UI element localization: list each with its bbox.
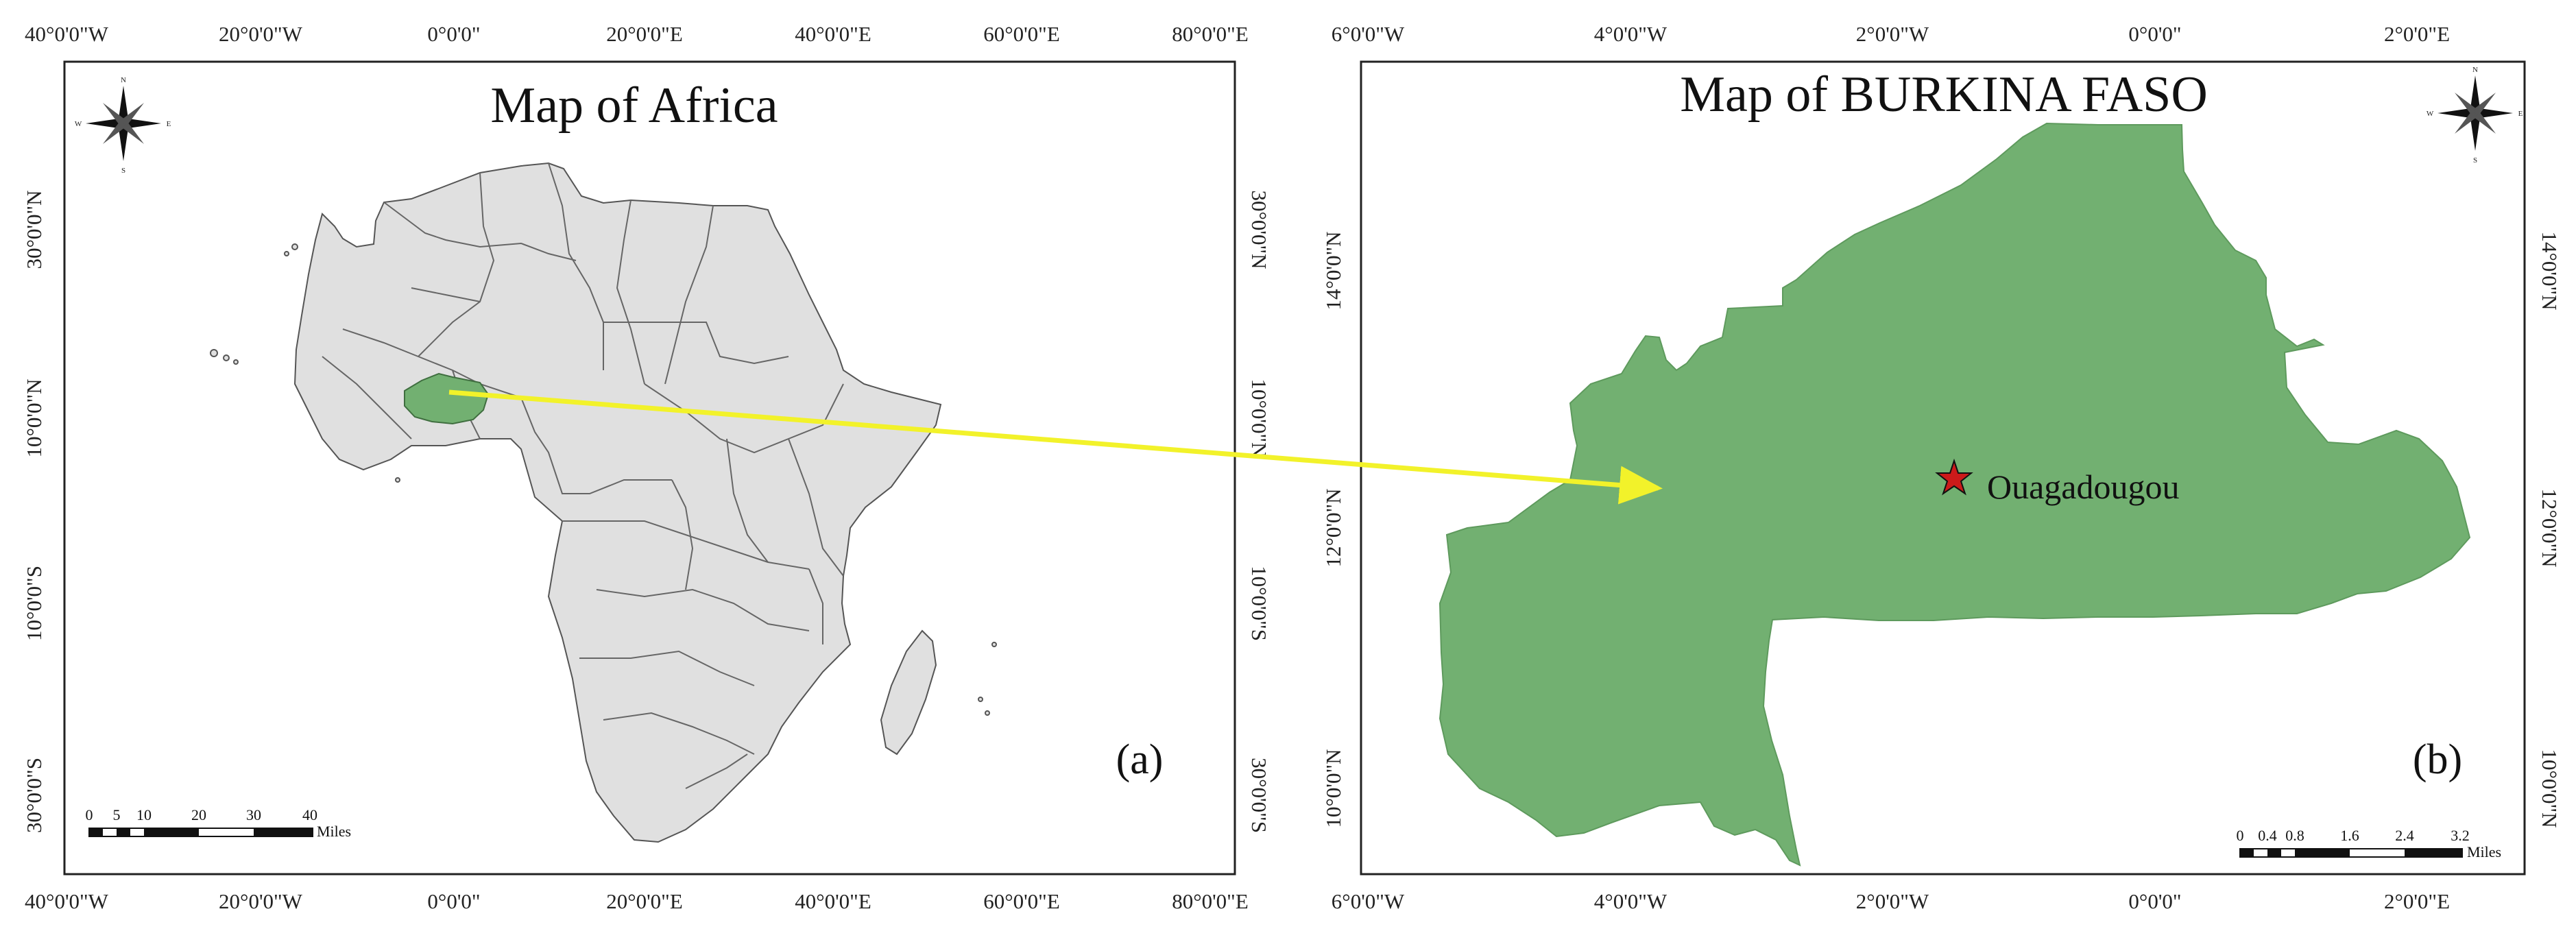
- burkina-ytick-left-0: 14°0'0"N: [1321, 231, 1345, 310]
- africa-xtick-top-1: 20°0'0"W: [219, 22, 303, 46]
- madagascar: [880, 629, 937, 756]
- burkina-ytick-right-0: 14°0'0"N: [2538, 231, 2562, 310]
- burkina-scale-bar: 0 0.4 0.8 1.6 2.4 3.2 Miles: [2237, 827, 2502, 860]
- islands: [210, 243, 997, 716]
- burkina-sb-tick-1: 0.4: [2258, 827, 2277, 844]
- burkina-sb-tick-5: 3.2: [2451, 827, 2470, 844]
- burkina-xtick-bottom-2: 2°0'0"W: [1856, 889, 1929, 913]
- africa-xtick-bottom-5: 60°0'0"E: [983, 889, 1060, 913]
- burkina-right-ticks: 14°0'0"N 12°0'0"N 10°0'0"N: [2538, 231, 2562, 828]
- burkina-xtick-top-0: 6°0'0"W: [1332, 22, 1405, 46]
- africa-xtick-top-5: 60°0'0"E: [983, 22, 1060, 46]
- burkina-sb-tick-3: 1.6: [2340, 827, 2359, 844]
- burkina-panel: 6°0'0"W 4°0'0"W 2°0'0"W 0°0'0" 2°0'0"E 6…: [1321, 22, 2562, 913]
- africa-xtick-top-6: 80°0'0"E: [1172, 22, 1249, 46]
- burkina-bottom-ticks: 6°0'0"W 4°0'0"W 2°0'0"W 0°0'0" 2°0'0"E: [1332, 889, 2450, 913]
- africa-borders: [322, 162, 844, 789]
- africa-xtick-top-3: 20°0'0"E: [606, 22, 683, 46]
- africa-scale-bar: 0 5 10 20 30 40 Miles: [86, 806, 352, 840]
- africa-sb-unit: Miles: [317, 823, 351, 840]
- africa-ytick-right-2: 10°0'0"S: [1247, 566, 1271, 641]
- ouagadougou-label: Ouagadougou: [1987, 468, 2180, 506]
- africa-ytick-right-3: 30°0'0"S: [1247, 758, 1271, 833]
- africa-ytick-left-1: 10°0'0"N: [22, 378, 46, 457]
- africa-sb-tick-3: 20: [191, 806, 206, 823]
- burkina-xtick-top-2: 2°0'0"W: [1856, 22, 1929, 46]
- burkina-panel-label: (b): [2413, 736, 2462, 783]
- burkina-sb-tick-2: 0.8: [2285, 827, 2304, 844]
- africa-ytick-left-2: 10°0'0"S: [22, 566, 46, 641]
- burkina-xtick-bottom-3: 0°0'0": [2128, 889, 2181, 913]
- burkina-left-ticks: 14°0'0"N 12°0'0"N 10°0'0"N: [1321, 231, 1345, 828]
- africa-xtick-bottom-4: 40°0'0"E: [795, 889, 871, 913]
- north-arrow-w: W: [2427, 110, 2434, 118]
- burkina-xtick-top-1: 4°0'0"W: [1594, 22, 1668, 46]
- africa-xtick-bottom-6: 80°0'0"E: [1172, 889, 1249, 913]
- north-arrow-icon: N S E W: [2427, 66, 2523, 165]
- africa-sb-tick-4: 30: [246, 806, 261, 823]
- burkina-ytick-left-1: 12°0'0"N: [1321, 488, 1345, 567]
- africa-right-ticks: 30°0'0"N 10°0'0"N 10°0'0"S 30°0'0"S: [1247, 190, 1271, 832]
- north-arrow-n: N: [2472, 66, 2478, 74]
- africa-xtick-bottom-0: 40°0'0"W: [25, 889, 109, 913]
- africa-ytick-left-0: 30°0'0"N: [22, 190, 46, 269]
- africa-panel-label: (a): [1116, 736, 1164, 783]
- north-arrow-s: S: [2473, 156, 2477, 165]
- africa-top-ticks: 40°0'0"W 20°0'0"W 0°0'0" 20°0'0"E 40°0'0…: [25, 22, 1249, 46]
- burkina-top-ticks: 6°0'0"W 4°0'0"W 2°0'0"W 0°0'0" 2°0'0"E: [1332, 22, 2450, 46]
- burkina-sb-tick-0: 0: [2237, 827, 2244, 844]
- burkina-xtick-top-4: 2°0'0"E: [2384, 22, 2450, 46]
- africa-ytick-right-0: 30°0'0"N: [1247, 190, 1271, 269]
- burkina-title: Map of BURKINA FASO: [1680, 67, 2208, 123]
- burkina-sb-tick-4: 2.4: [2395, 827, 2414, 844]
- africa-sb-tick-5: 40: [302, 806, 317, 823]
- ouagadougou-marker: [1935, 458, 1973, 496]
- north-arrow-e: E: [167, 120, 171, 128]
- africa-left-ticks: 30°0'0"N 10°0'0"N 10°0'0"S 30°0'0"S: [22, 190, 46, 832]
- africa-landmass: [293, 162, 942, 843]
- star-icon: [1935, 458, 1973, 496]
- burkina-xtick-bottom-1: 4°0'0"W: [1594, 889, 1668, 913]
- burkina-ytick-left-2: 10°0'0"N: [1321, 749, 1345, 828]
- africa-panel: 40°0'0"W 20°0'0"W 0°0'0" 20°0'0"E 40°0'0…: [22, 22, 1271, 913]
- north-arrow-icon: N S E W: [75, 76, 171, 175]
- burkina-xtick-bottom-0: 6°0'0"W: [1332, 889, 1405, 913]
- africa-ytick-left-3: 30°0'0"S: [22, 758, 46, 833]
- africa-bottom-ticks: 40°0'0"W 20°0'0"W 0°0'0" 20°0'0"E 40°0'0…: [25, 889, 1249, 913]
- north-arrow-e: E: [2518, 110, 2523, 118]
- africa-sb-tick-2: 10: [136, 806, 152, 823]
- burkina-xtick-top-3: 0°0'0": [2128, 22, 2181, 46]
- burkina-ytick-right-2: 10°0'0"N: [2538, 749, 2562, 828]
- connector-arrow: [448, 389, 1663, 505]
- africa-sb-tick-1: 5: [113, 806, 121, 823]
- africa-xtick-bottom-3: 20°0'0"E: [606, 889, 683, 913]
- africa-xtick-bottom-2: 0°0'0": [427, 889, 480, 913]
- africa-xtick-top-0: 40°0'0"W: [25, 22, 109, 46]
- africa-ytick-right-1: 10°0'0"N: [1247, 378, 1271, 457]
- burkina-faso-map: [1439, 122, 2471, 867]
- burkina-xtick-bottom-4: 2°0'0"E: [2384, 889, 2450, 913]
- burkina-faso-highlight: [404, 372, 490, 425]
- africa-sb-tick-0: 0: [86, 806, 93, 823]
- africa-xtick-top-2: 0°0'0": [427, 22, 480, 46]
- north-arrow-w: W: [75, 120, 82, 128]
- africa-title: Map of Africa: [490, 77, 778, 134]
- burkina-sb-unit: Miles: [2467, 843, 2501, 860]
- burkina-ytick-right-1: 12°0'0"N: [2538, 488, 2562, 567]
- africa-xtick-top-4: 40°0'0"E: [795, 22, 871, 46]
- north-arrow-n: N: [121, 76, 126, 84]
- africa-xtick-bottom-1: 20°0'0"W: [219, 889, 303, 913]
- north-arrow-s: S: [121, 167, 125, 175]
